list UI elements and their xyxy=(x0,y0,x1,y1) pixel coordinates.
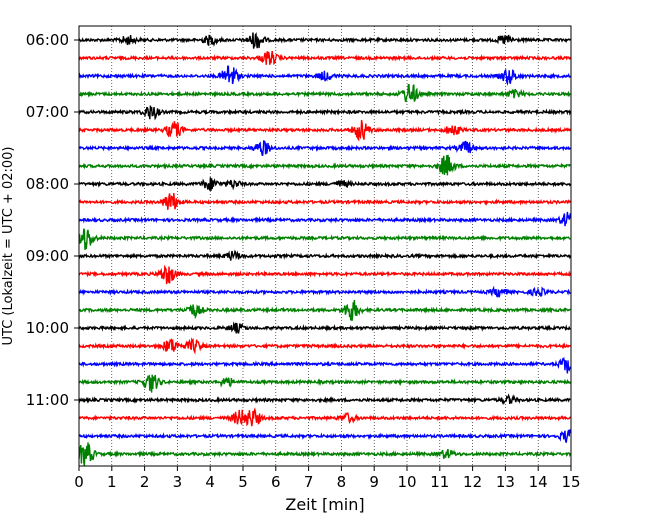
trace-row-1030 xyxy=(78,356,572,374)
x-tick-label: 13 xyxy=(496,473,515,491)
x-tick-label: 14 xyxy=(529,473,548,491)
x-tick-label: 8 xyxy=(337,473,347,491)
y-tick-label: 07:00 xyxy=(26,103,69,121)
trace-row-1130 xyxy=(78,429,572,443)
trace-row-1145 xyxy=(78,442,572,466)
trace-row-0800 xyxy=(78,177,572,191)
x-tick-label: 3 xyxy=(173,473,183,491)
x-tick-label: 10 xyxy=(397,473,416,491)
trace-row-0700 xyxy=(78,105,572,121)
trace-row-0615 xyxy=(78,50,572,66)
y-axis-ticks: 06:00 07:00 08:00 09:00 10:00 11:00 xyxy=(26,31,79,409)
x-tick-label: 2 xyxy=(140,473,150,491)
x-tick-label: 9 xyxy=(369,473,379,491)
plot-frame xyxy=(78,25,572,467)
trace-row-0645 xyxy=(78,83,571,103)
y-tick-label: 09:00 xyxy=(26,247,69,265)
x-tick-label: 15 xyxy=(561,473,580,491)
trace-row-0600 xyxy=(78,32,572,49)
y-tick-label: 06:00 xyxy=(26,31,69,49)
trace-row-1015 xyxy=(78,337,571,355)
x-tick-label: 5 xyxy=(238,473,248,491)
x-tick-label: 6 xyxy=(271,473,281,491)
trace-row-0845 xyxy=(78,228,571,250)
trace-row-0930 xyxy=(78,285,571,298)
seismogram-traces xyxy=(78,32,572,466)
trace-row-0730 xyxy=(79,140,572,157)
vertical-grid xyxy=(111,26,539,466)
x-tick-label: 11 xyxy=(430,473,449,491)
trace-row-0830 xyxy=(78,211,572,227)
x-tick-label: 0 xyxy=(74,473,84,491)
x-tick-label: 12 xyxy=(463,473,482,491)
trace-row-1100 xyxy=(78,393,571,406)
y-tick-label: 11:00 xyxy=(26,391,69,409)
trace-row-0630 xyxy=(78,65,572,87)
trace-row-1000 xyxy=(78,321,571,334)
trace-row-1045 xyxy=(78,374,572,393)
x-tick-label: 1 xyxy=(107,473,117,491)
trace-row-0745 xyxy=(78,154,571,176)
y-tick-label: 10:00 xyxy=(26,319,69,337)
x-tick-label: 7 xyxy=(304,473,314,491)
trace-row-0900 xyxy=(78,249,572,261)
x-axis-ticks: 0 1 2 3 4 5 6 7 8 9 10 11 12 13 14 15 xyxy=(74,466,581,491)
trace-row-0815 xyxy=(78,192,572,210)
trace-row-1115 xyxy=(78,407,572,427)
y-tick-label: 08:00 xyxy=(26,175,69,193)
x-axis-label: Zeit [min] xyxy=(285,495,364,514)
trace-row-0915 xyxy=(78,264,572,285)
trace-row-0715 xyxy=(78,119,572,142)
x-tick-label: 4 xyxy=(205,473,215,491)
trace-row-0945 xyxy=(78,299,571,321)
y-axis-label: UTC (Lokalzeit = UTC + 02:00) xyxy=(1,147,16,346)
